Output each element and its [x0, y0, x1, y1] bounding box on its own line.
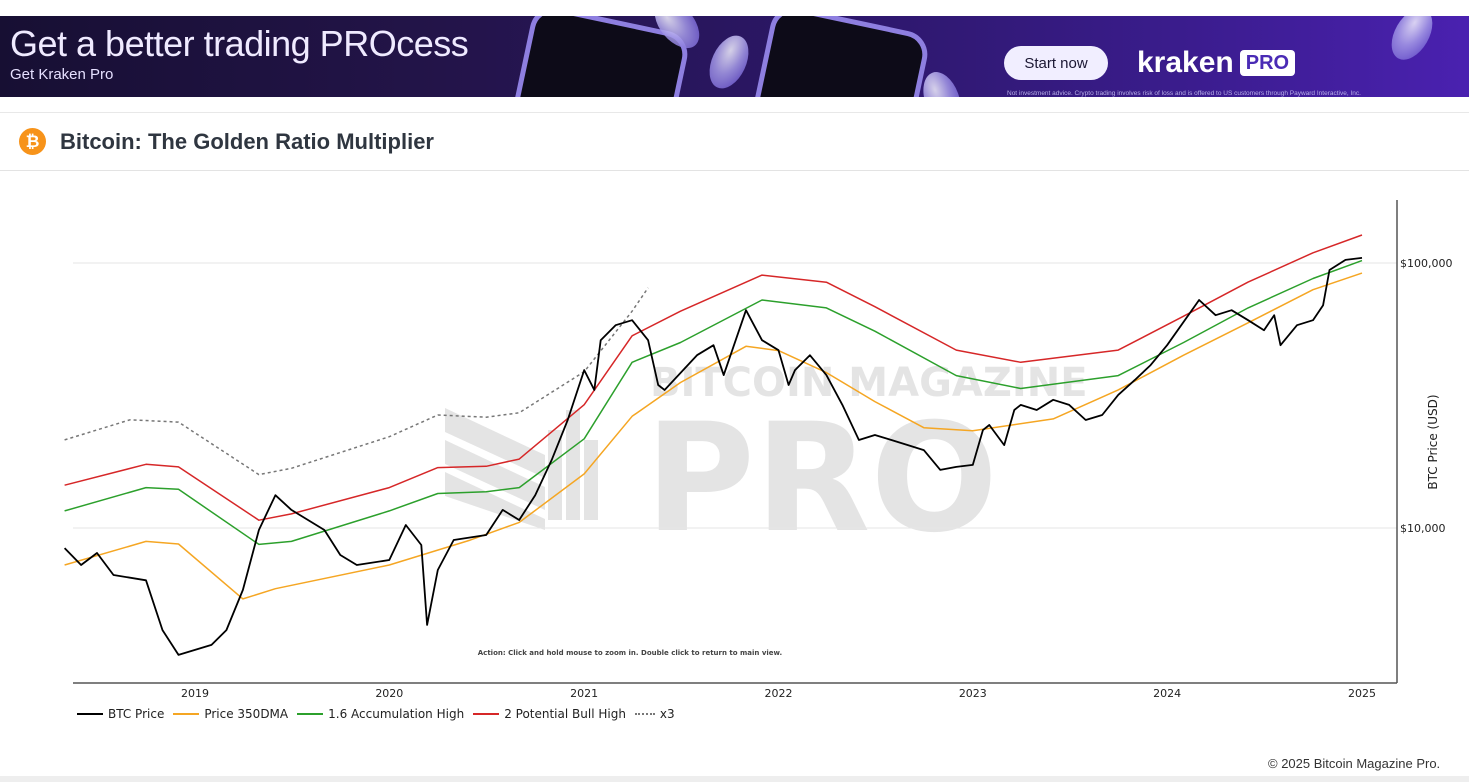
chart-area[interactable]: BITCOIN MAGAZINE PRO $10,000 $100,000 201…	[0, 170, 1469, 710]
series-btc-price	[63, 257, 1363, 656]
x-tick-label: 2023	[959, 687, 987, 700]
chart-header: ₿ Bitcoin: The Golden Ratio Multiplier	[0, 112, 1469, 171]
y-tick-label: $100,000	[1400, 257, 1453, 270]
x-tick-label: 2025	[1348, 687, 1376, 700]
legend-item-btc-price[interactable]: BTC Price	[77, 707, 164, 721]
legend-label: x3	[659, 707, 675, 721]
legend-swatch	[473, 713, 500, 715]
legend-item-2-potential-bull-high[interactable]: 2 Potential Bull High	[473, 707, 626, 721]
x-tick-label: 2024	[1153, 687, 1181, 700]
y-tick-label: $10,000	[1400, 522, 1446, 535]
x-tick-label: 2022	[765, 687, 793, 700]
zoom-action-hint: Action: Click and hold mouse to zoom in.…	[478, 649, 782, 657]
series-x3	[64, 287, 649, 476]
series-2-potential-bull-high	[64, 234, 1363, 521]
start-now-button[interactable]: Start now	[1004, 46, 1108, 80]
watermark: BITCOIN MAGAZINE PRO	[445, 360, 1088, 566]
chart-legend: BTC Price Price 350DMA 1.6 Accumulation Hi…	[77, 707, 684, 721]
legend-swatch	[173, 713, 200, 715]
y-gridlines	[73, 262, 1397, 529]
phone-illustration	[748, 16, 932, 97]
x-tick-label: 2019	[181, 687, 209, 700]
kraken-pro-logo: kraken PRO	[1137, 46, 1296, 80]
x-tick-label: 2021	[570, 687, 598, 700]
series-price-350dma	[64, 272, 1363, 600]
footer-divider	[0, 776, 1469, 782]
legend-label: BTC Price	[108, 707, 165, 721]
legend-swatch	[77, 713, 103, 715]
legend-item-price-350dma[interactable]: Price 350DMA	[173, 707, 288, 721]
copyright: © 2025 Bitcoin Magazine Pro.	[1268, 756, 1441, 771]
pro-badge: PRO	[1239, 50, 1296, 76]
kraken-wordmark: kraken	[1137, 46, 1234, 79]
legend-item-1-6-accumulation-high[interactable]: 1.6 Accumulation High	[297, 707, 464, 721]
series-1-6-accumulation-high	[64, 259, 1363, 546]
legend-item-x3[interactable]: x3	[634, 707, 675, 721]
y-axis-label: BTC Price (USD)	[1426, 394, 1440, 489]
coin-illustration	[701, 29, 757, 95]
y-axis-ticks: $10,000 $100,000	[1400, 257, 1453, 535]
legend-swatch	[297, 713, 324, 715]
ad-subline: Get Kraken Pro	[10, 66, 114, 83]
page-title: Bitcoin: The Golden Ratio Multiplier	[60, 129, 434, 154]
legend-label: Price 350DMA	[204, 707, 289, 721]
watermark-text-bottom: PRO	[645, 392, 998, 566]
bitcoin-icon: ₿	[19, 128, 46, 155]
legend-label: 1.6 Accumulation High	[328, 707, 465, 721]
ad-disclaimer: Not investment advice. Crypto trading in…	[1007, 90, 1361, 97]
coin-illustration	[1383, 16, 1441, 67]
x-axis-ticks: 2019 2020 2021 2022 2023 2024 2025	[181, 687, 1376, 700]
legend-swatch	[634, 713, 655, 715]
series-lines	[63, 234, 1363, 656]
legend-label: 2 Potential Bull High	[504, 707, 626, 721]
x-tick-label: 2020	[375, 687, 403, 700]
ad-headline: Get a better trading PROcess	[10, 23, 469, 64]
ad-banner[interactable]: Get a better trading PROcess Get Kraken …	[0, 16, 1469, 97]
